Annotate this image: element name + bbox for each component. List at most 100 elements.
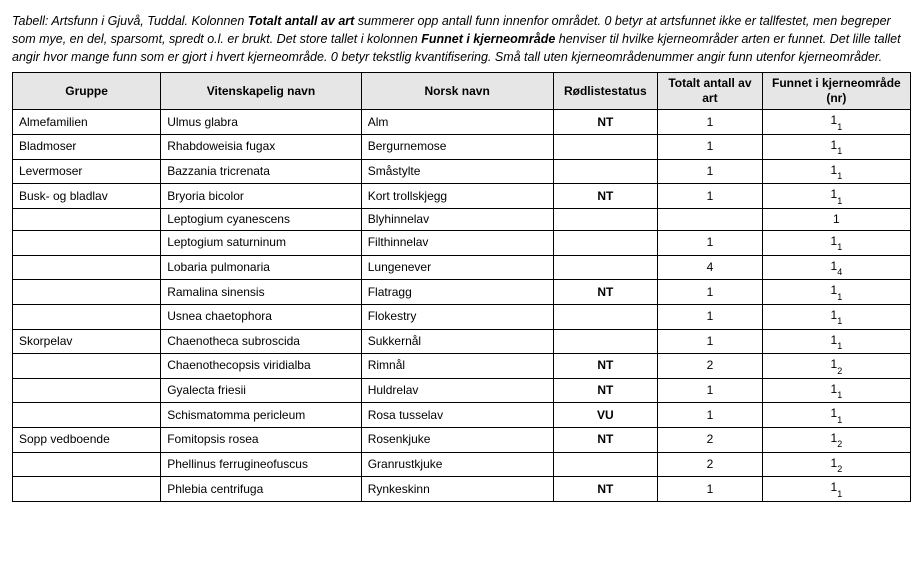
cell-funnet: 11	[762, 403, 910, 428]
cell-totalt: 1	[658, 477, 763, 502]
table-header-row: Gruppe Vitenskapelig navn Norsk navn Rød…	[13, 73, 911, 110]
cell-norsk: Flokestry	[361, 304, 553, 329]
cell-totalt: 4	[658, 255, 763, 280]
cell-norsk: Alm	[361, 110, 553, 135]
cell-vitenskapelig: Gyalecta friesii	[161, 378, 362, 403]
cell-funnet: 11	[762, 477, 910, 502]
cell-norsk: Lungenever	[361, 255, 553, 280]
col-vitenskapelig: Vitenskapelig navn	[161, 73, 362, 110]
cell-funnet: 11	[762, 110, 910, 135]
cell-vitenskapelig: Bryoria bicolor	[161, 184, 362, 209]
cell-vitenskapelig: Bazzania tricrenata	[161, 159, 362, 184]
cell-gruppe	[13, 452, 161, 477]
cell-vitenskapelig: Phellinus ferrugineofuscus	[161, 452, 362, 477]
cell-gruppe: Skorpelav	[13, 329, 161, 354]
cell-vitenskapelig: Schismatomma pericleum	[161, 403, 362, 428]
table-row: LevermoserBazzania tricrenataSmåstylte11…	[13, 159, 911, 184]
cell-funnet: 11	[762, 135, 910, 160]
cell-funnet: 11	[762, 329, 910, 354]
cell-norsk: Kort trollskjegg	[361, 184, 553, 209]
cell-vitenskapelig: Lobaria pulmonaria	[161, 255, 362, 280]
cell-funnet: 11	[762, 304, 910, 329]
cell-funnet: 11	[762, 280, 910, 305]
cell-totalt: 2	[658, 452, 763, 477]
col-totalt: Totalt antall av art	[658, 73, 763, 110]
cell-gruppe	[13, 280, 161, 305]
col-norsk: Norsk navn	[361, 73, 553, 110]
table-row: BladmoserRhabdoweisia fugaxBergurnemose1…	[13, 135, 911, 160]
cell-gruppe: Levermoser	[13, 159, 161, 184]
cell-norsk: Filthinnelav	[361, 230, 553, 255]
cell-funnet: 12	[762, 354, 910, 379]
table-row: AlmefamilienUlmus glabraAlmNT111	[13, 110, 911, 135]
cell-funnet: 12	[762, 428, 910, 453]
cell-gruppe	[13, 208, 161, 230]
table-row: Leptogium cyanescensBlyhinnelav1	[13, 208, 911, 230]
cell-rodliste	[553, 159, 658, 184]
cell-totalt: 1	[658, 230, 763, 255]
cell-funnet: 11	[762, 184, 910, 209]
cell-gruppe	[13, 477, 161, 502]
col-funnet: Funnet i kjerne­om­råde (nr)	[762, 73, 910, 110]
table-row: Phlebia centrifugaRynkeskinnNT111	[13, 477, 911, 502]
cell-gruppe	[13, 378, 161, 403]
cell-gruppe: Sopp vedboende	[13, 428, 161, 453]
cell-vitenskapelig: Leptogium saturninum	[161, 230, 362, 255]
cell-norsk: Flatragg	[361, 280, 553, 305]
table-row: Ramalina sinensisFlatraggNT111	[13, 280, 911, 305]
cell-totalt: 1	[658, 378, 763, 403]
cell-totalt: 1	[658, 135, 763, 160]
cell-rodliste: VU	[553, 403, 658, 428]
cell-rodliste: NT	[553, 110, 658, 135]
cell-vitenskapelig: Usnea chaetophora	[161, 304, 362, 329]
col-rodliste: Rødliste­status	[553, 73, 658, 110]
cell-rodliste: NT	[553, 477, 658, 502]
table-row: Gyalecta friesiiHuldrelavNT111	[13, 378, 911, 403]
cell-rodliste: NT	[553, 184, 658, 209]
cell-rodliste	[553, 230, 658, 255]
cell-norsk: Rosenkjuke	[361, 428, 553, 453]
cell-vitenskapelig: Fomitopsis rosea	[161, 428, 362, 453]
table-row: Schismatomma pericleumRosa tusselavVU111	[13, 403, 911, 428]
cell-rodliste	[553, 329, 658, 354]
cell-norsk: Småstylte	[361, 159, 553, 184]
table-row: Lobaria pulmonariaLungenever414	[13, 255, 911, 280]
cell-norsk: Rimnål	[361, 354, 553, 379]
table-caption: Tabell: Artsfunn i Gjuvå, Tuddal. Kolonn…	[12, 12, 911, 66]
cell-rodliste: NT	[553, 280, 658, 305]
cell-totalt: 1	[658, 329, 763, 354]
cell-totalt: 1	[658, 280, 763, 305]
cell-vitenskapelig: Ulmus glabra	[161, 110, 362, 135]
cell-norsk: Bergurnemose	[361, 135, 553, 160]
cell-totalt: 2	[658, 354, 763, 379]
cell-gruppe: Busk- og bladlav	[13, 184, 161, 209]
cell-funnet: 11	[762, 378, 910, 403]
table-row: Usnea chaetophoraFlokestry 111	[13, 304, 911, 329]
cell-norsk: Blyhinnelav	[361, 208, 553, 230]
cell-gruppe	[13, 354, 161, 379]
cell-gruppe: Bladmoser	[13, 135, 161, 160]
cell-rodliste	[553, 304, 658, 329]
table-row: Leptogium saturninumFilthinnelav 111	[13, 230, 911, 255]
cell-totalt: 2	[658, 428, 763, 453]
cell-vitenskapelig: Leptogium cyanescens	[161, 208, 362, 230]
cell-norsk: Huldrelav	[361, 378, 553, 403]
cell-norsk: Sukkernål	[361, 329, 553, 354]
cell-vitenskapelig: Chaenothecopsis viridialba	[161, 354, 362, 379]
cell-totalt: 1	[658, 403, 763, 428]
cell-rodliste	[553, 255, 658, 280]
cell-funnet: 11	[762, 230, 910, 255]
cell-rodliste: NT	[553, 428, 658, 453]
cell-norsk: Rynkeskinn	[361, 477, 553, 502]
cell-totalt: 1	[658, 304, 763, 329]
table-row: Chaenothecopsis viridialbaRimnålNT212	[13, 354, 911, 379]
cell-norsk: Rosa tusselav	[361, 403, 553, 428]
cell-totalt	[658, 208, 763, 230]
table-row: Phellinus ferrugineofuscusGranrustkjuke 2…	[13, 452, 911, 477]
cell-gruppe	[13, 304, 161, 329]
cell-rodliste	[553, 208, 658, 230]
cell-norsk: Granrustkjuke	[361, 452, 553, 477]
cell-vitenskapelig: Phlebia centrifuga	[161, 477, 362, 502]
table-row: SkorpelavChaenotheca subroscidaSukkernål…	[13, 329, 911, 354]
table-row: Busk- og bladlavBryoria bicolorKort trol…	[13, 184, 911, 209]
